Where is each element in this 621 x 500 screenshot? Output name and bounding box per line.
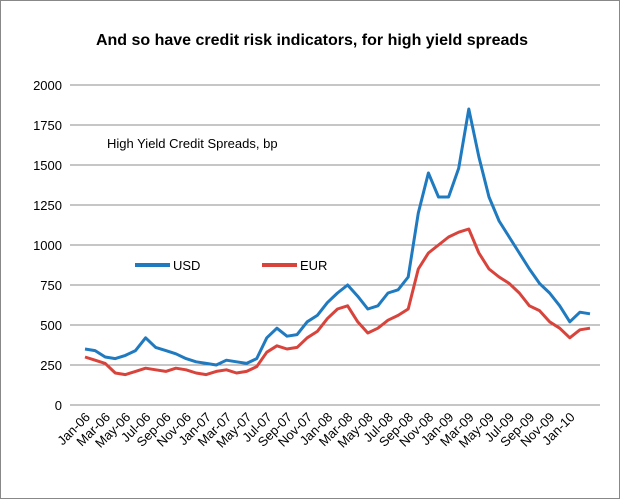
y-tick-label: 1500 bbox=[33, 158, 62, 173]
annotation: High Yield Credit Spreads, bp bbox=[107, 136, 278, 151]
legend-label: USD bbox=[173, 258, 200, 273]
y-tick-label: 500 bbox=[40, 318, 62, 333]
y-tick-label: 1000 bbox=[33, 238, 62, 253]
y-tick-label: 1250 bbox=[33, 198, 62, 213]
y-tick-label: 2000 bbox=[33, 78, 62, 93]
chart-title: And so have credit risk indicators, for … bbox=[96, 32, 528, 49]
y-tick-label: 750 bbox=[40, 278, 62, 293]
y-tick-label: 250 bbox=[40, 358, 62, 373]
y-tick-label: 0 bbox=[55, 398, 62, 413]
series-line bbox=[84, 227, 591, 377]
y-tick-label: 1750 bbox=[33, 118, 62, 133]
series-line bbox=[84, 107, 591, 367]
legend-label: EUR bbox=[300, 258, 327, 273]
